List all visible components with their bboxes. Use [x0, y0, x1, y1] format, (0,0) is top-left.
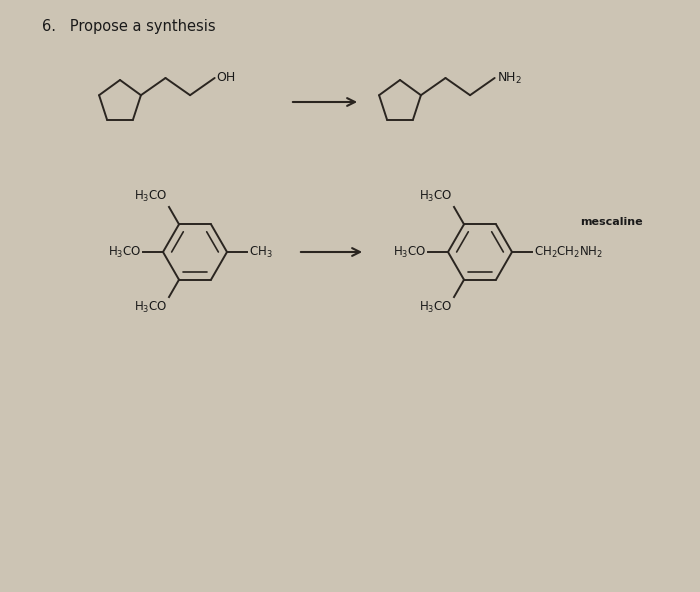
Text: H$_3$CO: H$_3$CO [419, 300, 452, 315]
Text: NH$_2$: NH$_2$ [496, 70, 522, 86]
Text: H$_3$CO: H$_3$CO [134, 189, 167, 204]
Text: OH: OH [216, 72, 236, 85]
Text: mescaline: mescaline [580, 217, 643, 227]
Text: H$_3$CO: H$_3$CO [419, 189, 452, 204]
Text: CH$_2$CH$_2$NH$_2$: CH$_2$CH$_2$NH$_2$ [534, 244, 603, 259]
Text: H$_3$CO: H$_3$CO [393, 244, 426, 259]
Text: H$_3$CO: H$_3$CO [134, 300, 167, 315]
Text: H$_3$CO: H$_3$CO [108, 244, 141, 259]
Text: CH$_3$: CH$_3$ [249, 244, 273, 259]
Text: 6.   Propose a synthesis: 6. Propose a synthesis [42, 19, 216, 34]
